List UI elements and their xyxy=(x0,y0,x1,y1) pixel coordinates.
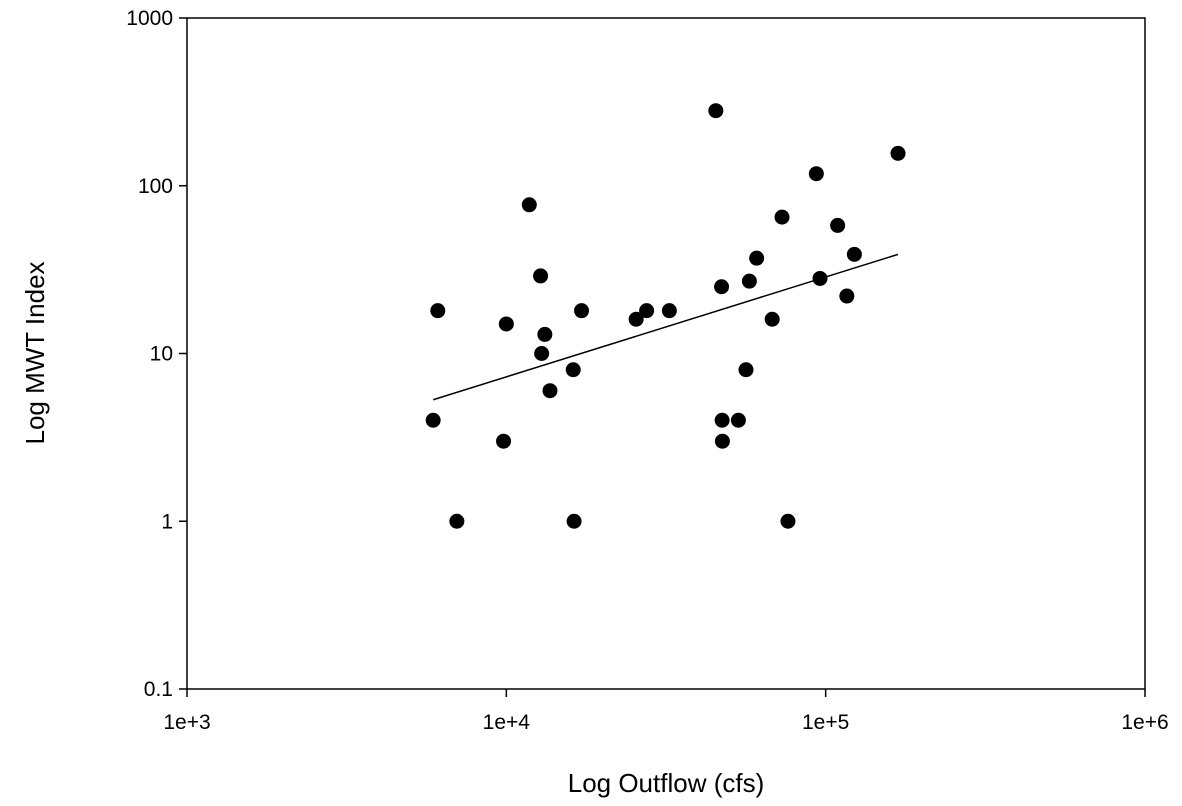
data-point xyxy=(714,279,730,295)
data-point xyxy=(430,303,446,319)
data-point xyxy=(628,311,644,327)
data-point xyxy=(890,145,906,161)
plot-frame xyxy=(186,17,1146,690)
data-point xyxy=(566,513,582,529)
x-tick-label: 1e+6 xyxy=(1121,711,1168,734)
data-point xyxy=(565,362,581,378)
data-point xyxy=(533,268,549,284)
x-tick-label: 1e+3 xyxy=(163,711,210,734)
y-tick-label: 1 xyxy=(161,510,173,533)
x-axis-ticks: 1e+3 1e+4 1e+5 1e+6 xyxy=(163,689,1169,734)
y-axis-title: Log MWT Index xyxy=(20,261,50,444)
data-point xyxy=(537,326,553,342)
data-point xyxy=(542,383,558,399)
data-point xyxy=(534,346,550,361)
data-point xyxy=(708,103,724,119)
data-point xyxy=(425,412,441,428)
data-point xyxy=(661,303,677,319)
data-point xyxy=(764,311,780,327)
x-tick-label: 1e+5 xyxy=(802,711,849,734)
data-point xyxy=(749,250,765,266)
data-point xyxy=(780,513,796,529)
data-point xyxy=(714,433,730,449)
x-axis-title: Log Outflow (cfs) xyxy=(568,768,765,798)
data-point xyxy=(521,197,537,213)
x-tick-label: 1e+4 xyxy=(483,711,531,734)
data-point xyxy=(449,513,465,529)
y-tick-label: 1000 xyxy=(126,7,173,30)
data-point xyxy=(830,217,846,233)
data-point xyxy=(496,433,512,449)
data-point xyxy=(846,246,862,262)
data-point xyxy=(741,273,757,289)
data-points xyxy=(425,103,906,529)
data-point xyxy=(730,412,746,428)
y-tick-label: 10 xyxy=(150,343,173,366)
data-point xyxy=(808,166,824,182)
y-tick-label: 100 xyxy=(138,175,173,198)
data-point xyxy=(498,316,514,332)
data-point xyxy=(839,288,855,304)
y-tick-label: 0.1 xyxy=(144,678,173,701)
data-point xyxy=(639,303,655,319)
data-point xyxy=(812,270,828,286)
data-point xyxy=(714,412,730,428)
data-point xyxy=(574,303,590,319)
data-point xyxy=(738,362,754,378)
data-point xyxy=(774,209,790,225)
y-axis-ticks: 0.1 1 10 100 1000 xyxy=(126,7,187,701)
